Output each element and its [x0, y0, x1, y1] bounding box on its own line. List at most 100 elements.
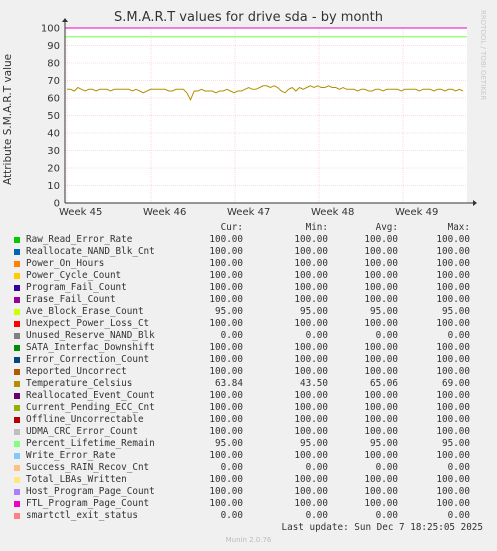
legend-cur-value: 95.00: [215, 438, 243, 449]
legend-swatch: [14, 501, 20, 507]
legend-avg-value: 100.00: [364, 270, 398, 281]
legend-series-name: SATA_Interfac_Downshift: [26, 342, 155, 353]
y-tick-label: 0: [54, 199, 60, 210]
legend-min-value: 100.00: [294, 390, 328, 401]
legend-swatch: [14, 285, 20, 291]
y-tick-label: 40: [47, 129, 60, 140]
legend-avg-value: 100.00: [364, 414, 398, 425]
legend-max-value: 100.00: [436, 318, 470, 329]
legend-avg-value: 100.00: [364, 342, 398, 353]
legend-min-value: 100.00: [294, 258, 328, 269]
legend-avg-value: 95.00: [370, 438, 398, 449]
legend-series-name: Current_Pending_ECC_Cnt: [26, 402, 155, 413]
legend-cur-value: 100.00: [209, 390, 243, 401]
legend-avg-value: 0.00: [375, 510, 398, 521]
legend-min-value: 100.00: [294, 282, 328, 293]
legend-series-name: Unexpect_Power_Loss_Ct: [26, 318, 150, 329]
legend-swatch: [14, 405, 20, 411]
y-axis-arrow: [62, 18, 68, 22]
legend-max-value: 69.00: [442, 378, 470, 389]
legend-series-name: Program_Fail_Count: [26, 282, 127, 293]
legend-swatch: [14, 345, 20, 351]
legend-cur-value: 100.00: [209, 414, 243, 425]
legend-avg-value: 100.00: [364, 246, 398, 257]
legend-max-value: 0.00: [447, 462, 470, 473]
legend-series-name: Host_Program_Page_Count: [26, 486, 155, 497]
legend-max-value: 100.00: [436, 390, 470, 401]
legend-cur-value: 100.00: [209, 486, 243, 497]
legend-series-name: Reallocated_Event_Count: [26, 390, 155, 401]
legend-min-value: 95.00: [300, 306, 328, 317]
legend-series-name: Reported_Uncorrect: [26, 366, 127, 377]
legend-max-value: 100.00: [436, 282, 470, 293]
legend-max-value: 100.00: [436, 426, 470, 437]
legend-max-value: 100.00: [436, 342, 470, 353]
legend-min-value: 100.00: [294, 294, 328, 305]
legend-max-value: 100.00: [436, 258, 470, 269]
legend-min-value: 100.00: [294, 402, 328, 413]
legend-swatch: [14, 381, 20, 387]
legend-series-name: Offline_Uncorrectable: [26, 414, 144, 425]
y-tick-label: 80: [47, 59, 60, 70]
legend-max-value: 100.00: [436, 366, 470, 377]
legend-max-value: 100.00: [436, 270, 470, 281]
header-max: Max:: [447, 222, 470, 233]
temperature-series-line: [67, 85, 464, 101]
legend-swatch: [14, 489, 20, 495]
munin-version: Munin 2.0.76: [225, 536, 272, 544]
legend-avg-value: 100.00: [364, 474, 398, 485]
legend-min-value: 100.00: [294, 474, 328, 485]
legend-min-value: 100.00: [294, 318, 328, 329]
legend-cur-value: 100.00: [209, 402, 243, 413]
legend-series-name: UDMA_CRC_Error_Count: [26, 426, 138, 437]
legend-cur-value: 100.00: [209, 498, 243, 509]
legend-avg-value: 100.00: [364, 318, 398, 329]
legend-swatch: [14, 513, 20, 519]
legend-series-name: Write_Error_Rate: [26, 450, 116, 461]
x-tick-label: Week 48: [311, 207, 354, 218]
legend-swatch: [14, 369, 20, 375]
legend-avg-value: 0.00: [375, 462, 398, 473]
legend-series-name: Reallocate_NAND_Blk_Cnt: [26, 246, 155, 257]
legend-max-value: 100.00: [436, 486, 470, 497]
legend-series-name: Ave_Block_Erase_Count: [26, 306, 144, 317]
legend-avg-value: 100.00: [364, 498, 398, 509]
legend-cur-value: 0.00: [220, 330, 243, 341]
legend-min-value: 0.00: [305, 330, 328, 341]
legend-series-name: Unused_Reserve_NAND_Blk: [26, 330, 155, 341]
y-tick-label: 100: [41, 24, 60, 35]
legend-cur-value: 100.00: [209, 234, 243, 245]
legend-series-name: Power_On_Hours: [26, 258, 105, 269]
legend-avg-value: 100.00: [364, 450, 398, 461]
legend-swatch: [14, 309, 20, 315]
legend-min-value: 100.00: [294, 234, 328, 245]
legend-min-value: 95.00: [300, 438, 328, 449]
legend-cur-value: 100.00: [209, 246, 243, 257]
legend-max-value: 0.00: [447, 510, 470, 521]
legend-avg-value: 0.00: [375, 330, 398, 341]
legend-min-value: 0.00: [305, 510, 328, 521]
legend-swatch: [14, 393, 20, 399]
legend-max-value: 95.00: [442, 306, 470, 317]
legend-swatch: [14, 333, 20, 339]
legend-min-value: 100.00: [294, 450, 328, 461]
legend-avg-value: 100.00: [364, 294, 398, 305]
legend-cur-value: 100.00: [209, 474, 243, 485]
legend-cur-value: 95.00: [215, 306, 243, 317]
chart-plot: 0 10 20 30 40 50 60 70 80 90 100 Week 45 Week 46 Week…: [41, 18, 477, 218]
x-tick-label: Week 46: [143, 207, 186, 218]
legend-series-name: Erase_Fail_Count: [26, 294, 116, 305]
legend-cur-value: 100.00: [209, 342, 243, 353]
legend-min-value: 0.00: [305, 462, 328, 473]
legend-cur-value: 100.00: [209, 294, 243, 305]
legend-avg-value: 100.00: [364, 282, 398, 293]
legend-avg-value: 100.00: [364, 390, 398, 401]
legend-swatch: [14, 321, 20, 327]
legend-series-name: Temperature_Celsius: [26, 378, 133, 389]
legend-min-value: 100.00: [294, 426, 328, 437]
y-tick-label: 70: [47, 76, 60, 87]
legend-swatch: [14, 477, 20, 483]
legend-swatch: [14, 441, 20, 447]
legend-swatch: [14, 273, 20, 279]
legend-swatch: [14, 237, 20, 243]
